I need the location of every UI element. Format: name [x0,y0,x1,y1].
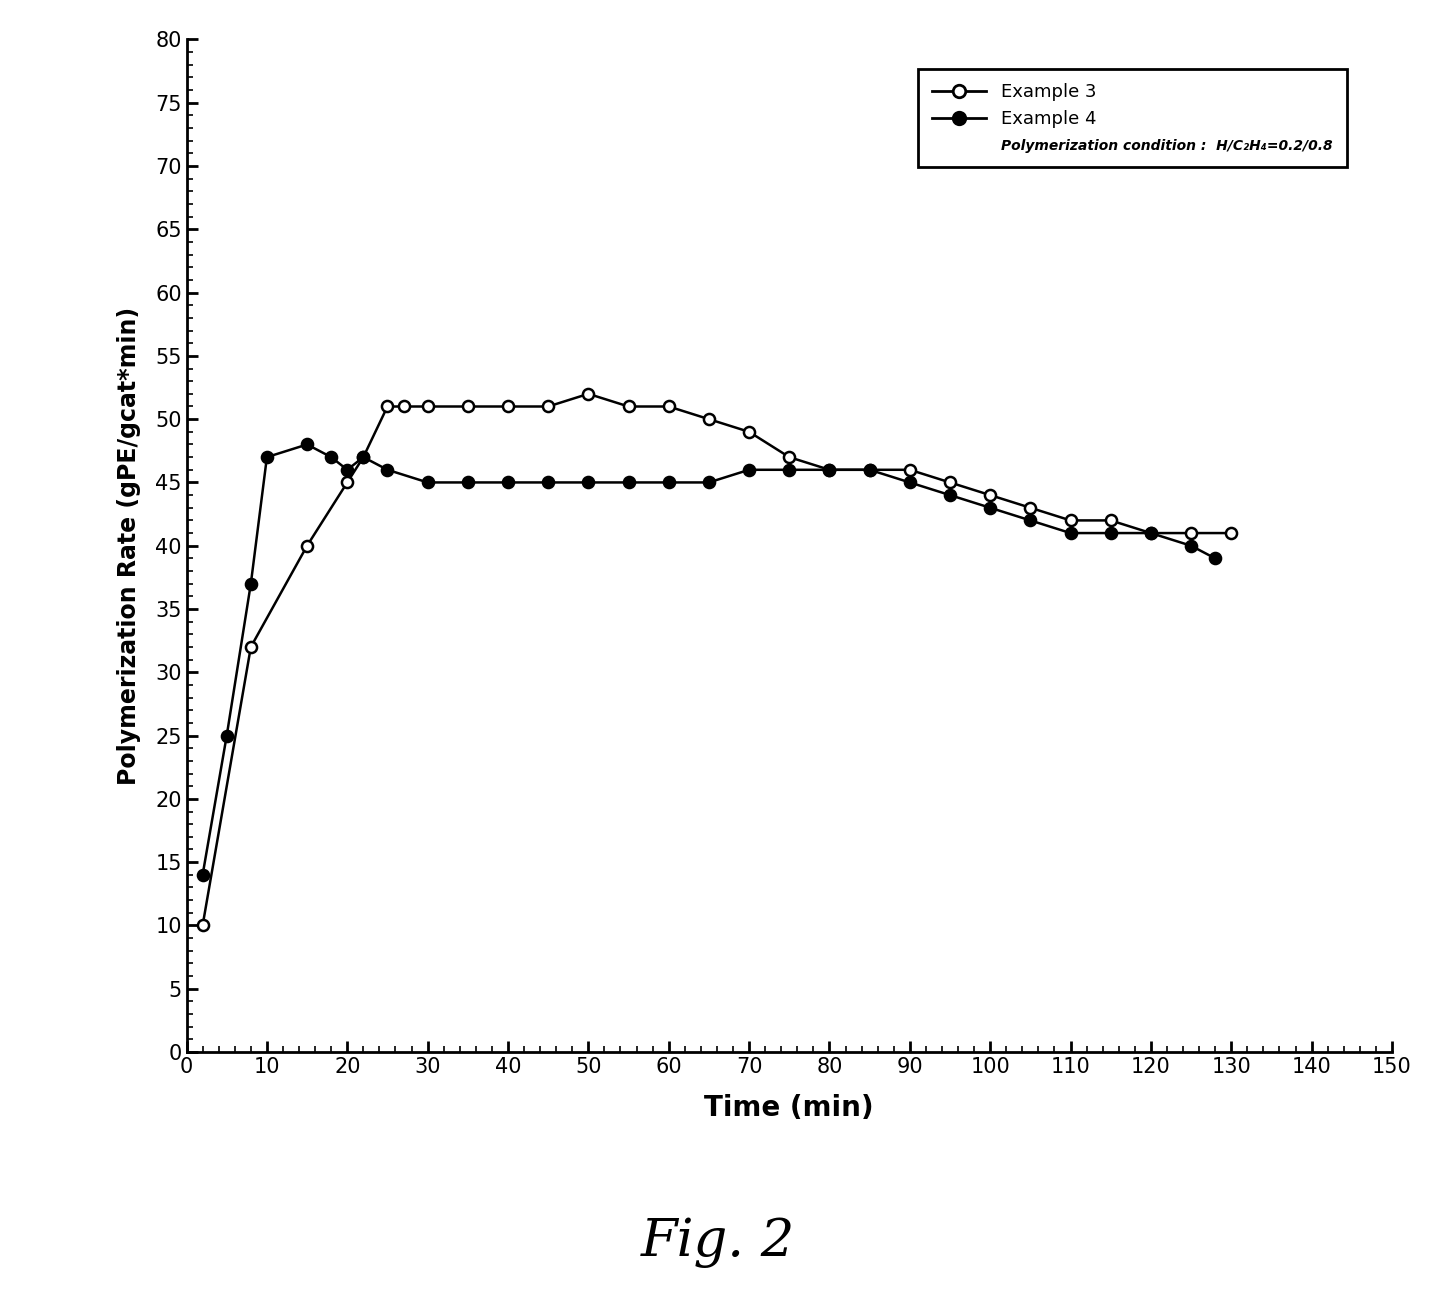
Example 3 [298,538,316,554]
Example 4 [620,475,637,490]
Example 4 [1022,513,1039,529]
Example 4 [243,576,260,592]
Example 3 [861,462,878,477]
Example 4 [298,437,316,452]
Example 4 [419,475,436,490]
Example 4 [781,462,798,477]
Example 3 [1223,525,1240,540]
Example 4 [258,450,276,466]
Example 4 [660,475,677,490]
Example 4 [861,462,878,477]
Example 4 [323,450,340,466]
Example 4 [821,462,838,477]
Legend: Example 3, Example 4, Polymerization condition :  H/C₂H₄=0.2/0.8: Example 3, Example 4, Polymerization con… [917,68,1347,167]
Example 4 [700,475,718,490]
Example 4 [354,450,372,466]
Example 4 [1142,525,1159,540]
Example 3 [1022,500,1039,515]
Example 3 [379,398,396,414]
Example 3 [982,488,999,504]
Example 4 [1207,551,1224,567]
Example 3 [901,462,918,477]
Example 3 [1062,513,1079,529]
X-axis label: Time (min): Time (min) [705,1094,874,1122]
Example 3 [194,918,211,934]
Example 3 [781,450,798,466]
Example 3 [1142,525,1159,540]
Y-axis label: Polymerization Rate (gPE/gcat*min): Polymerization Rate (gPE/gcat*min) [118,306,141,785]
Example 4 [941,488,959,504]
Example 3 [395,398,412,414]
Example 3 [419,398,436,414]
Example 3 [459,398,476,414]
Example 4 [1182,538,1200,554]
Example 4 [982,500,999,515]
Example 4 [459,475,476,490]
Example 3 [580,387,597,402]
Example 4 [901,475,918,490]
Example 4 [499,475,517,490]
Example 4 [1102,525,1119,540]
Example 3 [354,450,372,466]
Example 3 [941,475,959,490]
Example 4 [740,462,758,477]
Example 4 [218,727,235,743]
Example 4 [339,462,356,477]
Example 3 [740,423,758,439]
Example 3 [660,398,677,414]
Example 4 [194,867,211,882]
Example 3 [1182,525,1200,540]
Example 3 [1102,513,1119,529]
Example 4 [1062,525,1079,540]
Example 4 [580,475,597,490]
Example 4 [379,462,396,477]
Example 3 [499,398,517,414]
Example 3 [243,639,260,655]
Text: Fig. 2: Fig. 2 [640,1218,795,1268]
Example 3 [540,398,557,414]
Example 3 [339,475,356,490]
Example 3 [821,462,838,477]
Line: Example 3: Example 3 [197,388,1237,931]
Example 3 [620,398,637,414]
Line: Example 4: Example 4 [197,439,1221,880]
Example 3 [700,412,718,427]
Example 4 [540,475,557,490]
